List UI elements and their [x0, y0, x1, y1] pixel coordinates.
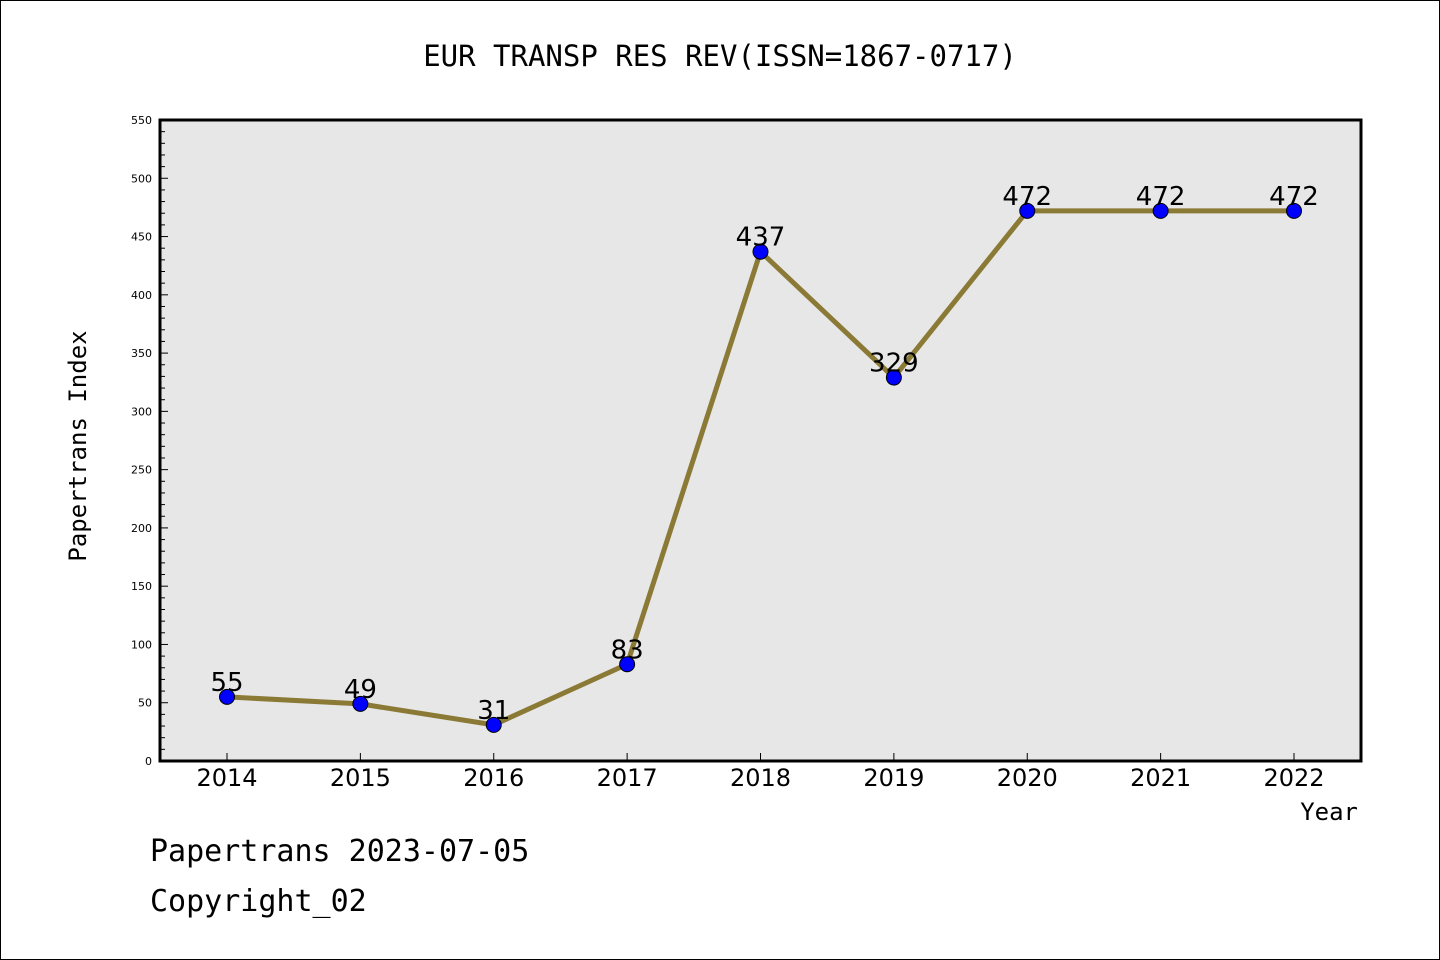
data-label: 49 — [344, 675, 377, 705]
x-tick-label: 2015 — [330, 764, 391, 792]
data-label: 472 — [1269, 182, 1319, 212]
x-tick-label: 2017 — [597, 764, 658, 792]
data-label: 472 — [1136, 182, 1186, 212]
x-tick-label: 2022 — [1263, 764, 1324, 792]
y-tick-label: 400 — [131, 289, 152, 302]
y-tick-label: 200 — [131, 522, 152, 535]
y-tick-label: 150 — [131, 580, 152, 593]
data-point-marker — [352, 695, 369, 712]
x-tick-label: 2021 — [1130, 764, 1191, 792]
y-axis: 0 50 100 150 200 250 300 350 400 450 500 550 — [131, 114, 168, 768]
data-label: 55 — [210, 668, 243, 698]
data-point-marker — [219, 688, 235, 705]
data-point-marker — [1286, 202, 1302, 219]
series-layer: 55 49 31 83 437 329 472 472 472 — [210, 182, 1319, 733]
chart-title: EUR TRANSP RES REV(ISSN=1867-0717) — [423, 39, 1017, 73]
y-axis-label: Papertrans Index — [64, 330, 92, 561]
data-point-marker — [885, 369, 902, 386]
x-axis-label: Year — [1300, 798, 1358, 826]
y-tick-label: 550 — [131, 114, 152, 127]
footer-date-text: Papertrans 2023-07-05 — [150, 834, 530, 869]
data-label: 83 — [611, 635, 644, 665]
y-tick-label: 500 — [131, 172, 152, 185]
x-tick-label: 2014 — [196, 764, 257, 792]
data-point-marker — [485, 716, 502, 733]
data-label: 329 — [869, 349, 919, 379]
y-tick-label: 250 — [131, 464, 152, 477]
data-point-marker — [1152, 202, 1169, 219]
y-tick-label: 300 — [131, 405, 152, 418]
data-label: 31 — [477, 696, 510, 726]
y-tick-label: 0 — [145, 755, 152, 768]
footer-copyright-text: Copyright_02 — [150, 884, 367, 919]
data-point-marker — [752, 243, 769, 260]
data-label: 472 — [1002, 182, 1052, 212]
x-tick-label: 2019 — [863, 764, 924, 792]
y-tick-label: 100 — [131, 638, 152, 651]
y-tick-label: 50 — [138, 697, 152, 710]
x-tick-label: 2018 — [730, 764, 791, 792]
x-tick-label: 2020 — [997, 764, 1058, 792]
y-tick-label: 450 — [131, 231, 152, 244]
data-point-marker — [1019, 202, 1036, 219]
x-tick-label: 2016 — [463, 764, 524, 792]
y-tick-label: 350 — [131, 347, 152, 360]
data-point-marker — [619, 656, 636, 673]
x-axis: 2014 2015 2016 2017 2018 2019 2020 2021 2022 — [196, 753, 1325, 792]
data-label: 437 — [736, 223, 786, 253]
plot-area — [158, 118, 1363, 763]
